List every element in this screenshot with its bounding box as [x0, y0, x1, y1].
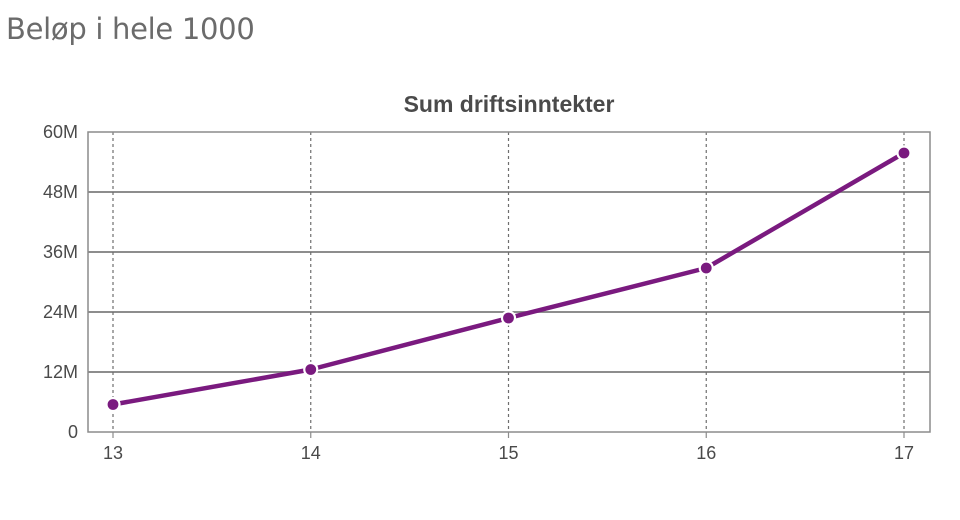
data-point	[500, 310, 517, 326]
x-tick-label: 13	[103, 443, 123, 463]
y-axis-labels: 0 12M 24M 36M 48M 60M	[43, 122, 78, 442]
page-heading: Beløp i hele 1000	[6, 12, 255, 46]
data-point	[303, 361, 319, 378]
data-point	[896, 145, 912, 161]
x-tick-label: 14	[301, 443, 321, 463]
x-tick-label: 16	[696, 443, 716, 463]
y-tick-label: 24M	[43, 302, 78, 322]
y-tick-label: 60M	[43, 122, 78, 142]
y-tick-label: 12M	[43, 362, 78, 382]
data-point	[698, 260, 714, 276]
y-tick-label: 0	[68, 422, 78, 442]
x-tick-label: 17	[894, 443, 914, 463]
chart-title: Sum driftsinntekter	[404, 91, 615, 117]
x-tick-label: 15	[498, 443, 518, 463]
data-point	[105, 396, 121, 413]
series-layer	[105, 145, 912, 413]
y-tick-label: 48M	[43, 182, 78, 202]
x-axis-labels: 13 14 15 16 17	[103, 432, 914, 463]
y-tick-label: 36M	[43, 242, 78, 262]
